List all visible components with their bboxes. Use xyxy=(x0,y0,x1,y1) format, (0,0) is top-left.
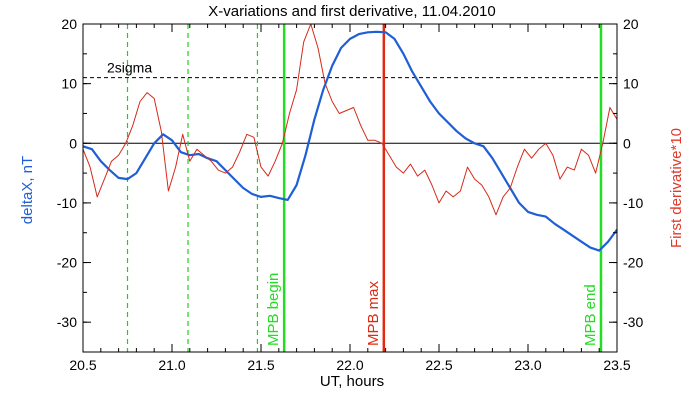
y-tick-label-right-0: -30 xyxy=(623,314,643,330)
series-lines xyxy=(83,24,617,252)
y-tick-label-left-1: -20 xyxy=(57,255,77,271)
y-axis-label-left: deltaX, nT xyxy=(19,156,36,224)
y-tick-label-left-5: 20 xyxy=(61,16,77,32)
x-tick-label-0: 20.5 xyxy=(69,357,96,373)
threshold-label: 2sigma xyxy=(107,60,152,76)
y-tick-label-right-2: -10 xyxy=(623,195,643,211)
y-tick-label-right-4: 10 xyxy=(623,76,639,92)
x-tick-label-3: 22.0 xyxy=(336,357,363,373)
reference-lines xyxy=(83,77,617,144)
y-tick-label-right-5: 20 xyxy=(623,16,639,32)
y-tick-label-left-0: -30 xyxy=(57,314,77,330)
marker-label-2: MPB max xyxy=(365,280,382,346)
x-tick-label-5: 23.0 xyxy=(514,357,541,373)
chart-title: X-variations and first derivative, 11.04… xyxy=(208,3,495,20)
plot-frame xyxy=(82,23,618,353)
x-tick-label-1: 21.0 xyxy=(158,357,185,373)
x-tick-label-2: 21.5 xyxy=(247,357,274,373)
y-tick-label-left-2: -10 xyxy=(57,195,77,211)
y-tick-label-right-1: -20 xyxy=(623,255,643,271)
marker-label-3: MPB end xyxy=(582,284,599,346)
axes: 20.5 21.0 21.5 22.0 22.5 23.0 23.5 -30 -20 -10 0 10… xyxy=(57,16,644,373)
marker-labels: MPB begin MPB max MPB end xyxy=(265,273,599,346)
series-derivative xyxy=(83,24,617,216)
x-axis-label: UT, hours xyxy=(320,373,384,390)
vertical-markers xyxy=(126,24,603,352)
y-axis-label-right: First derivative*10 xyxy=(668,128,685,248)
x-tick-label-4: 22.5 xyxy=(425,357,452,373)
x-tick-label-6: 23.5 xyxy=(603,357,630,373)
series-deltaX xyxy=(83,30,617,252)
y-tick-label-left-3: 0 xyxy=(69,135,77,151)
marker-label-1: MPB begin xyxy=(265,273,282,346)
y-tick-label-right-3: 0 xyxy=(623,135,631,151)
y-tick-label-left-4: 10 xyxy=(61,76,77,92)
